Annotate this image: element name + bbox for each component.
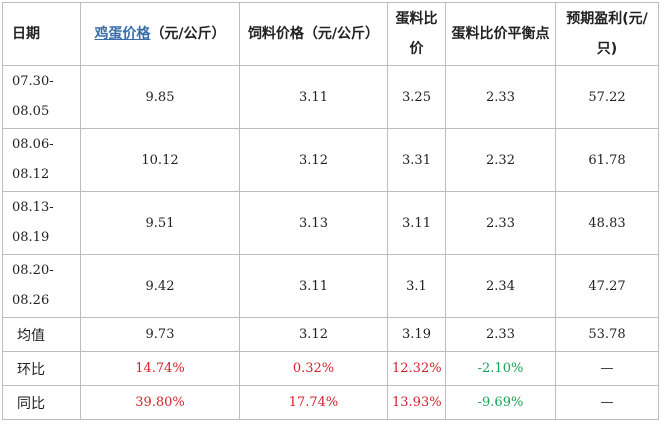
- cell-ratio: 12.32%: [387, 351, 446, 386]
- header-egg-price: 鸡蛋价格（元/公斤）: [80, 2, 240, 66]
- cell-breakeven: -2.10%: [445, 351, 556, 386]
- cell-profit: 57.22: [555, 65, 659, 129]
- cell-egg: 10.12: [80, 128, 240, 192]
- table-row: 08.13-08.19 9.51 3.13 3.11 2.33 48.83: [2, 191, 659, 255]
- cell-feed: 3.11: [239, 65, 388, 129]
- table-row: 08.20-08.26 9.42 3.11 3.1 2.34 47.27: [2, 254, 659, 318]
- cell-profit: 48.83: [555, 191, 659, 255]
- cell-profit: 47.27: [555, 254, 659, 318]
- cell-profit: 53.78: [555, 317, 659, 352]
- cell-profit: 61.78: [555, 128, 659, 192]
- header-profit: 预期盈利(元/只): [555, 2, 659, 66]
- header-row: 日期 鸡蛋价格（元/公斤） 饲料价格（元/公斤） 蛋料比价 蛋料比价平衡点 预期…: [2, 2, 659, 66]
- cell-profit: —: [555, 351, 659, 386]
- table-row: 08.06-08.12 10.12 3.12 3.31 2.32 61.78: [2, 128, 659, 192]
- table-row: 07.30-08.05 9.85 3.11 3.25 2.33 57.22: [2, 65, 659, 129]
- cell-egg: 9.73: [80, 317, 240, 352]
- cell-date: 08.13-08.19: [2, 191, 81, 255]
- cell-feed: 3.12: [239, 128, 388, 192]
- header-date: 日期: [2, 2, 81, 66]
- cell-egg: 9.51: [80, 191, 240, 255]
- header-ratio: 蛋料比价: [387, 2, 446, 66]
- yoy-row: 同比 39.80% 17.74% 13.93% -9.69% —: [2, 385, 659, 420]
- egg-price-unit: （元/公斤）: [150, 26, 226, 42]
- cell-breakeven: -9.69%: [445, 385, 556, 420]
- cell-breakeven: 2.33: [445, 317, 556, 352]
- cell-date: 08.06-08.12: [2, 128, 81, 192]
- cell-feed: 3.13: [239, 191, 388, 255]
- cell-breakeven: 2.33: [445, 65, 556, 129]
- cell-profit: —: [555, 385, 659, 420]
- egg-feed-price-table: 日期 鸡蛋价格（元/公斤） 饲料价格（元/公斤） 蛋料比价 蛋料比价平衡点 预期…: [2, 2, 659, 420]
- cell-ratio: 3.19: [387, 317, 446, 352]
- mom-row: 环比 14.74% 0.32% 12.32% -2.10% —: [2, 351, 659, 386]
- cell-ratio: 3.31: [387, 128, 446, 192]
- row-label-yoy: 同比: [2, 385, 81, 420]
- cell-ratio: 13.93%: [387, 385, 446, 420]
- row-label-mom: 环比: [2, 351, 81, 386]
- cell-ratio: 3.25: [387, 65, 446, 129]
- cell-egg: 14.74%: [80, 351, 240, 386]
- egg-price-link[interactable]: 鸡蛋价格: [94, 26, 151, 42]
- cell-breakeven: 2.32: [445, 128, 556, 192]
- cell-feed: 3.12: [239, 317, 388, 352]
- cell-feed: 17.74%: [239, 385, 388, 420]
- cell-egg: 39.80%: [80, 385, 240, 420]
- header-breakeven: 蛋料比价平衡点: [445, 2, 556, 66]
- average-row: 均值 9.73 3.12 3.19 2.33 53.78: [2, 317, 659, 352]
- cell-egg: 9.42: [80, 254, 240, 318]
- cell-egg: 9.85: [80, 65, 240, 129]
- cell-breakeven: 2.34: [445, 254, 556, 318]
- cell-feed: 3.11: [239, 254, 388, 318]
- header-feed-price: 饲料价格（元/公斤）: [239, 2, 388, 66]
- cell-ratio: 3.1: [387, 254, 446, 318]
- cell-date: 07.30-08.05: [2, 65, 81, 129]
- cell-feed: 0.32%: [239, 351, 388, 386]
- cell-breakeven: 2.33: [445, 191, 556, 255]
- cell-date: 08.20-08.26: [2, 254, 81, 318]
- row-label-average: 均值: [2, 317, 81, 352]
- cell-ratio: 3.11: [387, 191, 446, 255]
